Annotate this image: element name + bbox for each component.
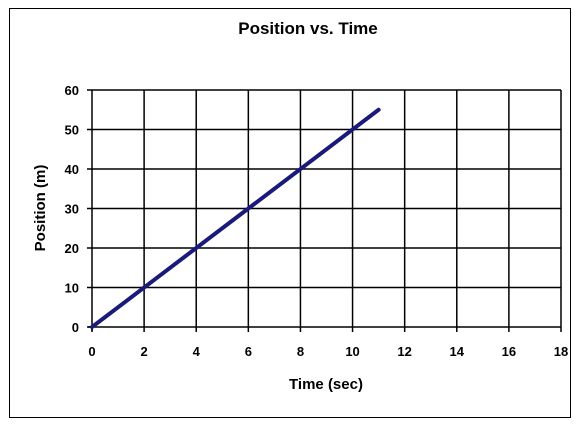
y-axis-title: Position (m) bbox=[32, 165, 49, 252]
x-tick-labels: 0 2 4 6 8 10 12 14 16 18 bbox=[88, 344, 568, 359]
y-tick-labels: 0 10 20 30 40 50 60 bbox=[65, 83, 79, 335]
x-tick-label: 18 bbox=[554, 344, 568, 359]
x-axis-title: Time (sec) bbox=[289, 376, 363, 393]
x-tick-label: 12 bbox=[397, 344, 411, 359]
x-tick-label: 2 bbox=[140, 344, 147, 359]
x-tick-label: 4 bbox=[193, 344, 201, 359]
x-tick-label: 10 bbox=[345, 344, 359, 359]
grid bbox=[92, 89, 562, 327]
y-tick-label: 20 bbox=[65, 241, 79, 256]
x-tick-label: 14 bbox=[450, 344, 465, 359]
y-tick-label: 50 bbox=[65, 123, 79, 138]
y-tick-label: 40 bbox=[65, 162, 79, 177]
x-tick-label: 16 bbox=[502, 344, 516, 359]
series-line bbox=[90, 107, 381, 329]
series bbox=[90, 107, 381, 329]
x-tick-label: 0 bbox=[88, 344, 95, 359]
axes bbox=[87, 89, 562, 332]
chart-title: Position vs. Time bbox=[238, 19, 378, 38]
y-tick-label: 30 bbox=[65, 202, 79, 217]
y-tick-label: 0 bbox=[72, 320, 79, 335]
x-tick-label: 6 bbox=[245, 344, 252, 359]
chart-frame bbox=[9, 8, 571, 418]
y-tick-label: 10 bbox=[65, 281, 79, 296]
x-tick-label: 8 bbox=[297, 344, 304, 359]
y-tick-label: 60 bbox=[65, 83, 79, 98]
